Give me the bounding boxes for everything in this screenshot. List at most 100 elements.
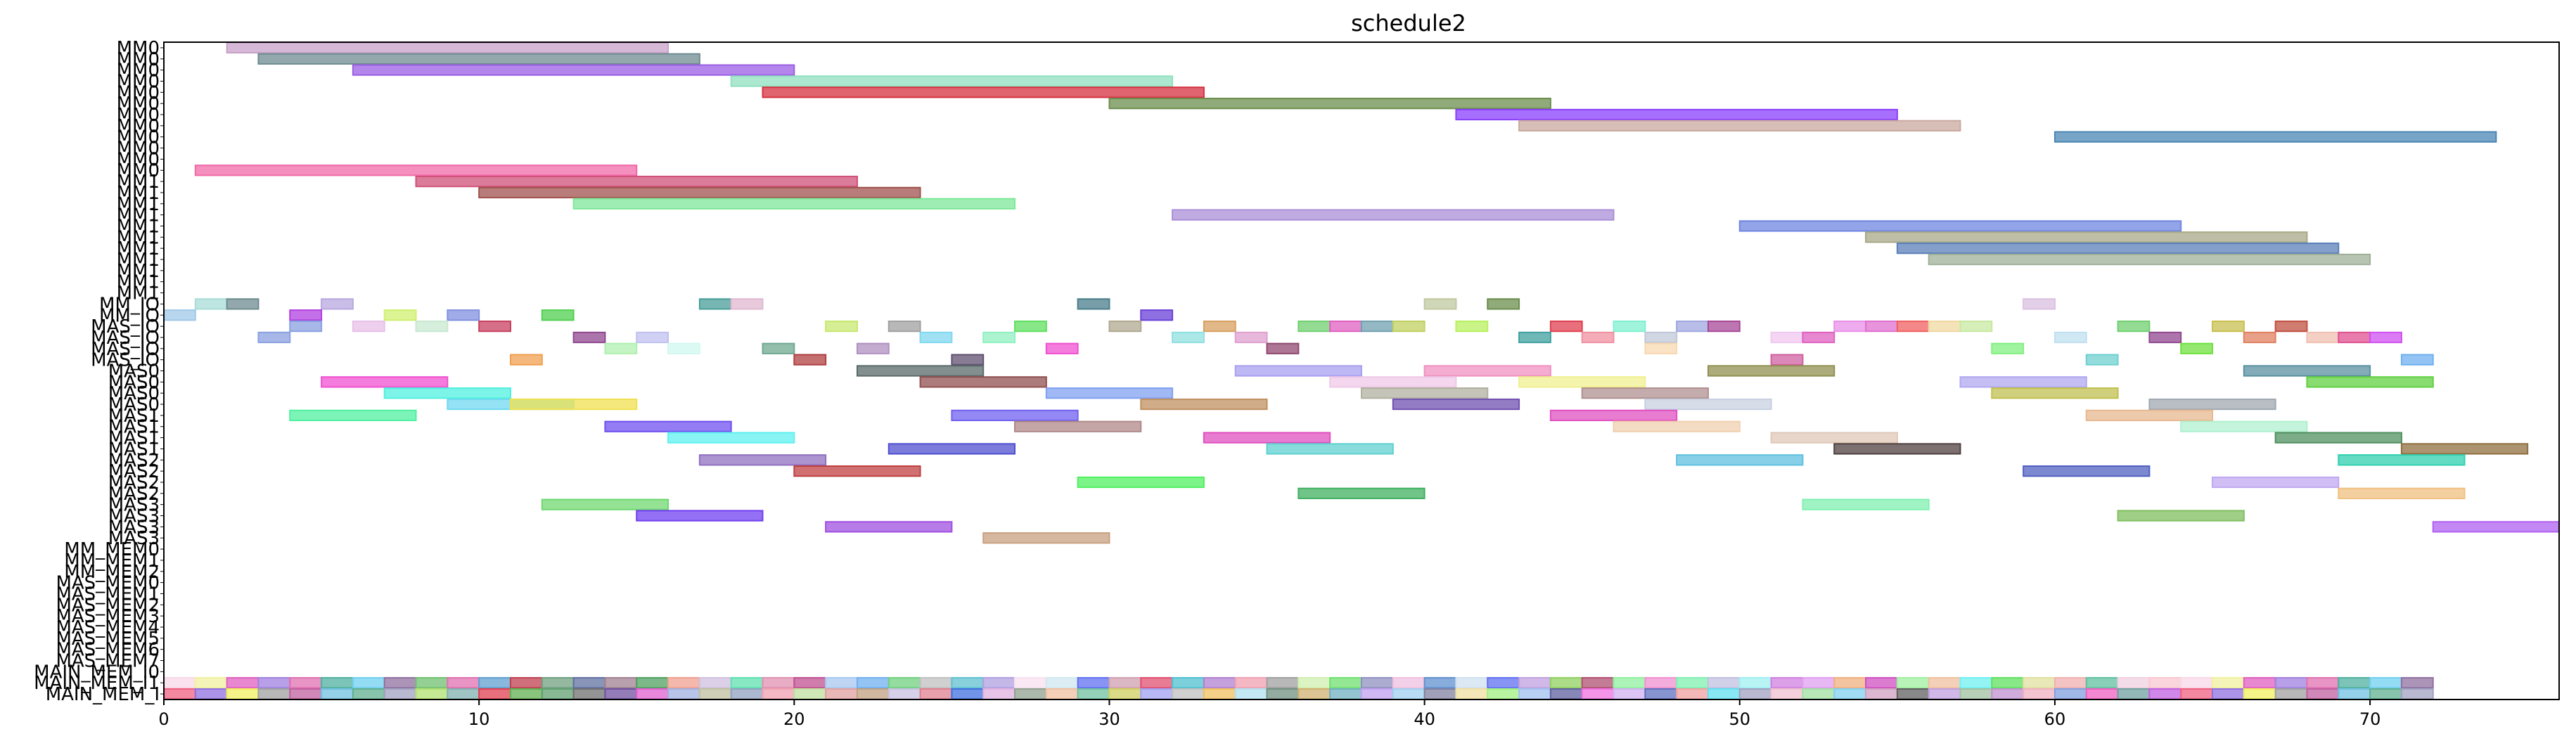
task-bar [856,677,890,689]
y-tick-label: MAS3 [108,506,160,527]
task-bar [2085,409,2214,422]
y-tick-label: MM1 [117,238,160,259]
task-bar [825,320,858,333]
task-bar [982,331,1016,344]
task-bar [226,688,259,700]
task-bar [1140,688,1174,700]
task-bar [1329,677,1362,689]
task-bar [1676,688,1709,700]
task-bar [478,688,511,700]
task-bar [1140,309,1174,321]
task-bar [321,298,354,310]
task-bar [2085,354,2119,366]
task-bar [730,75,1174,87]
task-bar [2306,677,2340,689]
task-bar [478,320,511,333]
task-bar [509,398,638,411]
task-bar [1802,688,1835,700]
x-tick-label: 60 [2044,709,2066,729]
task-bar [194,677,228,689]
task-bar [289,677,323,689]
task-bar [2400,677,2434,689]
task-bar [1613,677,1646,689]
task-bar [1077,677,1110,689]
task-bar [2274,432,2402,444]
task-bar [856,342,890,354]
task-bar [951,409,1079,422]
task-bar [1423,298,1457,310]
task-bar [352,64,795,76]
task-bar [1959,677,1993,689]
y-tick-label: MM1 [117,172,160,193]
task-bar [2274,688,2308,700]
task-bar [604,420,732,432]
task-bar [1644,677,1678,689]
task-bar [478,677,511,689]
task-bar [541,309,575,321]
task-bar [1581,331,1615,344]
task-bar [1959,376,2087,388]
task-bar [1108,98,1551,110]
task-bar [2212,688,2245,700]
y-tick-label: MM0 [117,71,160,92]
task-bar [2148,688,2182,700]
task-bar [1487,688,1520,700]
task-bar [2023,465,2151,477]
y-tick-label: MAS0 [108,372,160,393]
y-tick-label: MAS_IO [91,316,160,337]
task-bar [1329,376,1457,388]
task-bar [509,354,543,366]
task-bar [541,677,575,689]
task-bar [1392,688,1425,700]
task-bar [447,677,480,689]
task-bar [1423,677,1457,689]
task-bar [667,342,700,354]
task-bar [2338,677,2371,689]
task-bar [1770,432,1898,444]
y-tick-label: MAS_MEM5 [56,629,160,650]
y-tick-label: MM0 [117,60,160,82]
task-bar [352,677,385,689]
task-bar [2023,298,2056,310]
task-bar [1266,688,1300,700]
task-bar [572,198,1016,210]
task-bar [257,53,700,65]
task-bar [2338,454,2466,466]
task-bar [1770,354,1804,366]
task-bar [1203,677,1236,689]
task-bar [2023,677,2056,689]
task-bar [1770,688,1804,700]
x-axis-ticks: 0 10 20 30 40 50 60 70 [158,47,2380,729]
task-bar [1297,320,1331,333]
task-bar [1172,331,1205,344]
task-bar [2148,331,2182,344]
task-bar [1549,688,1583,700]
task-bar [636,677,669,689]
task-bar [1234,365,1362,377]
task-bar [1613,320,1646,333]
y-tick-label: MAS_MEM6 [56,640,160,661]
y-tick-label: MAIN_MEM_I [46,684,160,705]
y-tick-label: MAS2 [108,472,160,494]
task-bar [698,298,732,310]
task-bar [1928,688,1961,700]
task-bar [1738,688,1772,700]
task-bar [667,677,700,689]
task-bar [194,688,228,700]
task-bar [1833,443,1961,455]
task-bar [1644,688,1678,700]
task-bar [1392,320,1425,333]
task-bar [1234,677,1268,689]
x-tick-label: 30 [1098,709,1120,729]
y-tick-label: MM1 [117,283,160,304]
task-bar [793,354,827,366]
task-bar [415,175,858,188]
x-tick-label: 20 [783,709,805,729]
task-bar [2180,688,2214,700]
task-bar [793,677,827,689]
y-tick-label: MAS2 [108,484,160,505]
y-tick-label: MM0 [117,116,160,137]
task-bar [887,688,921,700]
task-bar [2212,677,2245,689]
task-bar [1991,342,2025,354]
